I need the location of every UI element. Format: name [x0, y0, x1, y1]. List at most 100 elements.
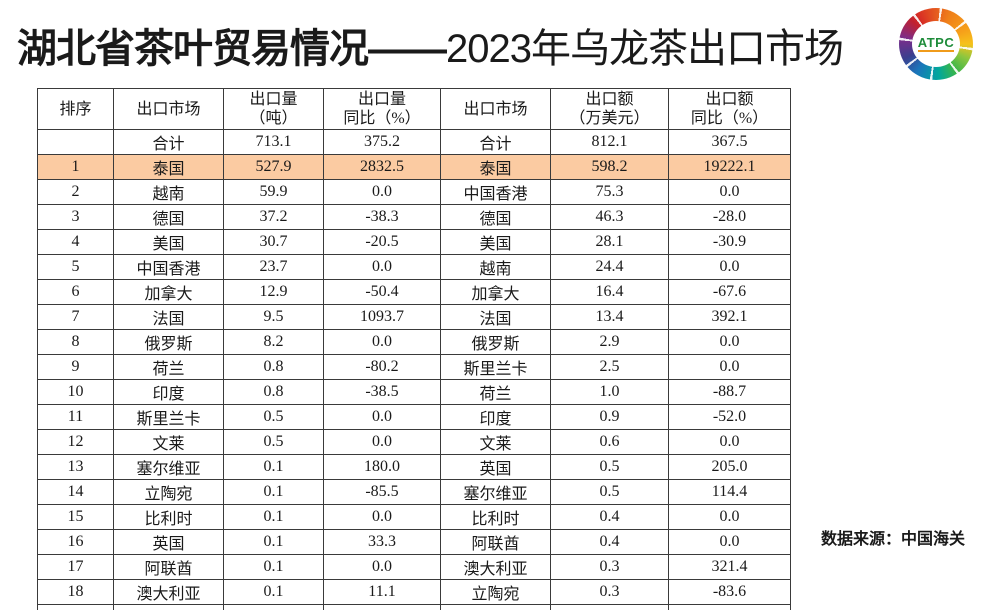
table-cell: 2.9 [551, 330, 669, 355]
table-cell: 205.0 [669, 455, 791, 480]
trade-table: 排序出口市场出口量（吨）出口量同比（%）出口市场出口额（万美元）出口额同比（%）… [37, 88, 791, 610]
table-cell: 英国 [114, 530, 224, 555]
table-cell: 1093.7 [324, 305, 441, 330]
table-cell: 塞尔维亚 [114, 455, 224, 480]
table-cell: -52.0 [669, 405, 791, 430]
slide: { "title": { "part1": "湖北省茶叶贸易情况——", "pa… [0, 0, 989, 556]
table-cell: 0.1 [224, 580, 324, 605]
table-cell: 0.3 [551, 580, 669, 605]
table-cell: 75.3 [551, 180, 669, 205]
table-cell: 392.1 [669, 305, 791, 330]
table-cell: 法国 [441, 305, 551, 330]
table-cell: 19222.1 [669, 155, 791, 180]
table-cell: 阿联酋 [441, 530, 551, 555]
table-cell: 0.5 [224, 430, 324, 455]
table-cell: 0.0 [669, 505, 791, 530]
table-cell: 中国香港 [114, 255, 224, 280]
table-cell: 加拿大 [114, 280, 224, 305]
table-cell: 泰国 [114, 155, 224, 180]
table-cell: 59.9 [224, 180, 324, 205]
header-cell: 出口量（吨） [224, 89, 324, 130]
table-cell: 0.0 [324, 430, 441, 455]
table-cell: 塞尔维亚 [441, 480, 551, 505]
logo-text: ATPC [918, 36, 954, 52]
table-cell: -88.7 [669, 380, 791, 405]
table-cell: 15 [38, 505, 114, 530]
table-cell: 加拿大 [441, 280, 551, 305]
table-cell: 11.1 [324, 580, 441, 605]
table-cell: 17 [38, 555, 114, 580]
table-cell: 斯里兰卡 [441, 355, 551, 380]
table-cell: 16 [38, 530, 114, 555]
table-cell: 4 [38, 230, 114, 255]
table-cell: 0.6 [551, 430, 669, 455]
table-cell: 23.7 [224, 255, 324, 280]
table-cell: 合计 [441, 130, 551, 155]
table-cell: 美国 [441, 230, 551, 255]
table-cell: 0.1 [224, 480, 324, 505]
table-cell: 法国 [114, 305, 224, 330]
title-main: 湖北省茶叶贸易情况—— [17, 27, 446, 71]
table-cell: 13 [38, 455, 114, 480]
table-head: 排序出口市场出口量（吨）出口量同比（%）出口市场出口额（万美元）出口额同比（%） [38, 89, 791, 130]
atpc-logo: ATPC [899, 8, 973, 80]
table-cell: 0.1 [224, 555, 324, 580]
table-cell: 12 [38, 430, 114, 455]
table-cell: 荷兰 [441, 380, 551, 405]
table-cell: -50.4 [324, 280, 441, 305]
table-cell: 812.1 [551, 130, 669, 155]
table-cell: 立陶宛 [114, 480, 224, 505]
table-cell: 0.0 [324, 255, 441, 280]
table-cell: 16.4 [551, 280, 669, 305]
table-cell: 375.2 [324, 130, 441, 155]
table-cell: 德国 [441, 205, 551, 230]
table-cell [38, 130, 114, 155]
table-cell: 0.9 [551, 405, 669, 430]
table-cell: 0.4 [551, 530, 669, 555]
page-title: 湖北省茶叶贸易情况——2023年乌龙茶出口市场 [17, 16, 843, 74]
table-cell: 2.5 [551, 355, 669, 380]
table-cell: 37.2 [224, 205, 324, 230]
table-cell [38, 605, 114, 610]
table-cell: 1.0 [551, 380, 669, 405]
table-cell: 越南 [441, 255, 551, 280]
table-cell: 0.0 [669, 530, 791, 555]
data-source-note: 数据来源：中国海关 [821, 525, 965, 549]
table-cell: 0.4 [551, 505, 669, 530]
table-cell: 0.8 [224, 355, 324, 380]
table-cell: 0.5 [551, 455, 669, 480]
table-cell: 10 [38, 380, 114, 405]
table-cell: 荷兰 [114, 355, 224, 380]
table-cell [551, 605, 669, 610]
header-row: 排序出口市场出口量（吨）出口量同比（%）出口市场出口额（万美元）出口额同比（%） [38, 89, 791, 130]
table-cell: 5 [38, 255, 114, 280]
table-cell: 8.2 [224, 330, 324, 355]
table-cell: 18 [38, 580, 114, 605]
header-cell: 出口额（万美元） [551, 89, 669, 130]
table-cell: 印度 [114, 380, 224, 405]
table-cell [669, 605, 791, 610]
table-cell: 2832.5 [324, 155, 441, 180]
table-cell: 12.9 [224, 280, 324, 305]
table-cell: 德国 [114, 205, 224, 230]
table-cell [114, 605, 224, 610]
table-cell [224, 605, 324, 610]
table-cell: 0.1 [224, 530, 324, 555]
table-cell: 1 [38, 155, 114, 180]
table-cell: 598.2 [551, 155, 669, 180]
table-cell: -85.5 [324, 480, 441, 505]
table-cell: 24.4 [551, 255, 669, 280]
table-cell: 俄罗斯 [114, 330, 224, 355]
table-cell: -30.9 [669, 230, 791, 255]
table-cell: 9 [38, 355, 114, 380]
table-cell [324, 605, 441, 610]
table-cell: 澳大利亚 [114, 580, 224, 605]
table-cell: 合计 [114, 130, 224, 155]
table-cell: 0.0 [324, 180, 441, 205]
